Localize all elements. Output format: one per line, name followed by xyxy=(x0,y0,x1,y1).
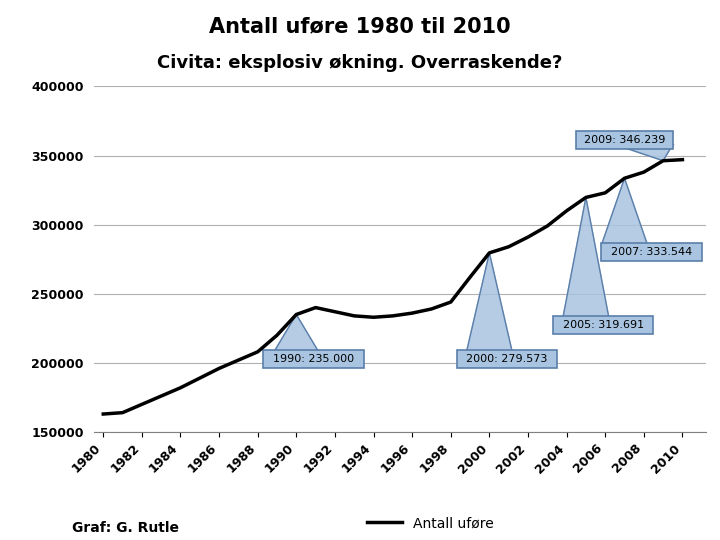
Antall uføre xyxy=(678,157,687,163)
Antall uføre xyxy=(138,401,146,408)
Polygon shape xyxy=(615,145,672,161)
Antall uføre xyxy=(273,332,282,339)
Line: Antall uføre: Antall uføre xyxy=(103,160,683,414)
Antall uføre xyxy=(350,313,359,319)
Polygon shape xyxy=(273,314,320,353)
Text: Antall uføre 1980 til 2010: Antall uføre 1980 til 2010 xyxy=(210,16,510,36)
Antall uføre xyxy=(485,249,494,256)
Antall uføre xyxy=(659,158,667,164)
FancyBboxPatch shape xyxy=(601,242,702,261)
Polygon shape xyxy=(563,198,609,319)
FancyBboxPatch shape xyxy=(576,131,672,149)
Antall uføre xyxy=(215,365,223,372)
Polygon shape xyxy=(467,253,513,353)
Antall uføre xyxy=(369,314,378,321)
FancyBboxPatch shape xyxy=(456,350,557,368)
Antall uføre xyxy=(446,299,455,305)
Antall uføre xyxy=(523,234,532,240)
Antall uføre xyxy=(466,274,474,280)
Legend: Antall uføre: Antall uføre xyxy=(361,510,499,536)
Text: 2005: 319.691: 2005: 319.691 xyxy=(563,320,644,330)
Antall uføre xyxy=(311,305,320,311)
Text: Graf: G. Rutle: Graf: G. Rutle xyxy=(72,521,179,535)
Text: Civita: eksplosiv økning. Overraskende?: Civita: eksplosiv økning. Overraskende? xyxy=(157,54,563,72)
Antall uføre xyxy=(253,349,262,355)
Antall uføre xyxy=(639,169,648,176)
Polygon shape xyxy=(601,178,648,245)
Antall uføre xyxy=(562,207,571,214)
Antall uføre xyxy=(582,194,590,201)
Text: 2007: 333.544: 2007: 333.544 xyxy=(611,247,692,256)
Antall uføre xyxy=(176,384,185,391)
Antall uføre xyxy=(195,375,204,381)
Antall uføre xyxy=(330,308,339,315)
Text: 2009: 346.239: 2009: 346.239 xyxy=(584,134,665,145)
Text: 2000: 279.573: 2000: 279.573 xyxy=(466,354,547,364)
Antall uføre xyxy=(234,357,243,363)
Antall uføre xyxy=(118,409,127,416)
Antall uføre xyxy=(543,223,552,230)
Antall uføre xyxy=(620,175,629,181)
Antall uføre xyxy=(601,190,610,196)
Text: 1990: 235.000: 1990: 235.000 xyxy=(273,354,354,364)
Antall uføre xyxy=(99,411,107,417)
Antall uføre xyxy=(389,313,397,319)
Antall uføre xyxy=(157,393,166,399)
FancyBboxPatch shape xyxy=(264,350,364,368)
FancyBboxPatch shape xyxy=(553,316,654,334)
Antall uføre xyxy=(504,244,513,250)
Antall uføre xyxy=(408,310,416,316)
Antall uføre xyxy=(427,306,436,312)
Antall uføre xyxy=(292,311,301,318)
